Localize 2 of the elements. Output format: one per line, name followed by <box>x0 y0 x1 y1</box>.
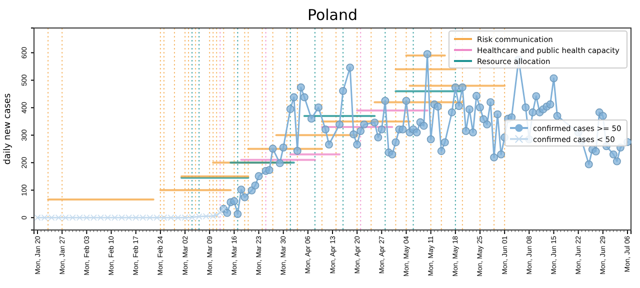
chart-title: Poland <box>307 6 358 24</box>
y-axis-title: daily new cases <box>3 93 13 165</box>
